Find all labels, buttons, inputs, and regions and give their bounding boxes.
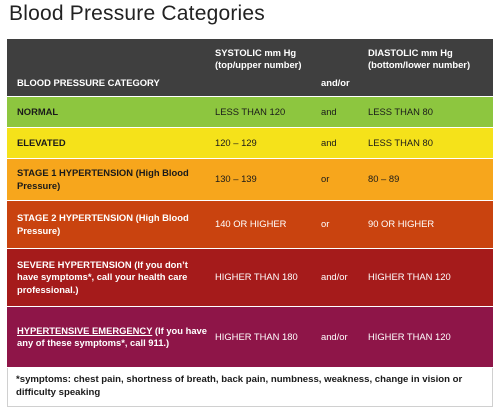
header-andor: and/or: [321, 76, 350, 88]
category-cell: HYPERTENSIVE EMERGENCY (If you have any …: [7, 307, 215, 367]
category-cell: ELEVATED: [17, 136, 66, 148]
page-title: Blood Pressure Categories: [9, 2, 265, 25]
header-diastolic: DIASTOLIC mm Hg (bottom/lower number): [368, 47, 471, 71]
table-row-stage1: STAGE 1 HYPERTENSION (High Blood Pressur…: [7, 159, 493, 201]
symptoms-footnote: *symptoms: chest pain, shortness of brea…: [7, 368, 493, 407]
category-note: (If you don’t have symptoms*, call your …: [17, 258, 188, 295]
diastolic-cell: HIGHER THAN 120: [368, 271, 451, 283]
systolic-cell: LESS THAN 120: [215, 105, 286, 117]
category-cell: STAGE 2 HYPERTENSION (High Blood Pressur…: [17, 212, 189, 236]
header-category: BLOOD PRESSURE CATEGORY: [17, 76, 160, 88]
systolic-cell: HIGHER THAN 180: [215, 330, 298, 342]
systolic-cell: HIGHER THAN 180: [215, 271, 298, 283]
systolic-cell: 140 OR HIGHER: [215, 218, 287, 230]
conjunction-cell: and/or: [321, 330, 348, 342]
category-label: SEVERE HYPERTENSION: [17, 258, 132, 270]
category-cell: NORMAL: [17, 105, 59, 117]
diastolic-cell: HIGHER THAN 120: [368, 330, 451, 342]
conjunction-cell: and/or: [321, 271, 348, 283]
table-row-stage2: STAGE 2 HYPERTENSION (High Blood Pressur…: [7, 201, 493, 249]
systolic-cell: 120 – 129: [215, 136, 257, 148]
conjunction-cell: and: [321, 105, 337, 117]
diastolic-cell: LESS THAN 80: [368, 105, 433, 117]
category-note: (If you have any of these symptoms*, cal…: [17, 324, 207, 348]
hypertensive-emergency-link[interactable]: HYPERTENSIVE EMERGENCY: [17, 324, 153, 336]
category-cell: STAGE 1 HYPERTENSION (High Blood Pressur…: [17, 167, 189, 191]
table-row-elevated: ELEVATED 120 – 129 and LESS THAN 80: [7, 128, 493, 159]
table-row-emergency: HYPERTENSIVE EMERGENCY (If you have any …: [7, 307, 493, 368]
conjunction-cell: and: [321, 136, 337, 148]
table-row-severe: SEVERE HYPERTENSION (If you don’t have s…: [7, 249, 493, 307]
bp-categories-table: BLOOD PRESSURE CATEGORY SYSTOLIC mm Hg (…: [7, 39, 493, 368]
conjunction-cell: or: [321, 218, 330, 230]
header-systolic: SYSTOLIC mm Hg (top/upper number): [215, 47, 302, 71]
diastolic-cell: 80 – 89: [368, 173, 400, 185]
diastolic-cell: LESS THAN 80: [368, 136, 433, 148]
systolic-cell: 130 – 139: [215, 173, 257, 185]
table-header-row: BLOOD PRESSURE CATEGORY SYSTOLIC mm Hg (…: [7, 39, 493, 97]
table-row-normal: NORMAL LESS THAN 120 and LESS THAN 80: [7, 97, 493, 128]
diastolic-cell: 90 OR HIGHER: [368, 218, 435, 230]
conjunction-cell: or: [321, 173, 330, 185]
category-cell: SEVERE HYPERTENSION (If you don’t have s…: [7, 249, 215, 306]
